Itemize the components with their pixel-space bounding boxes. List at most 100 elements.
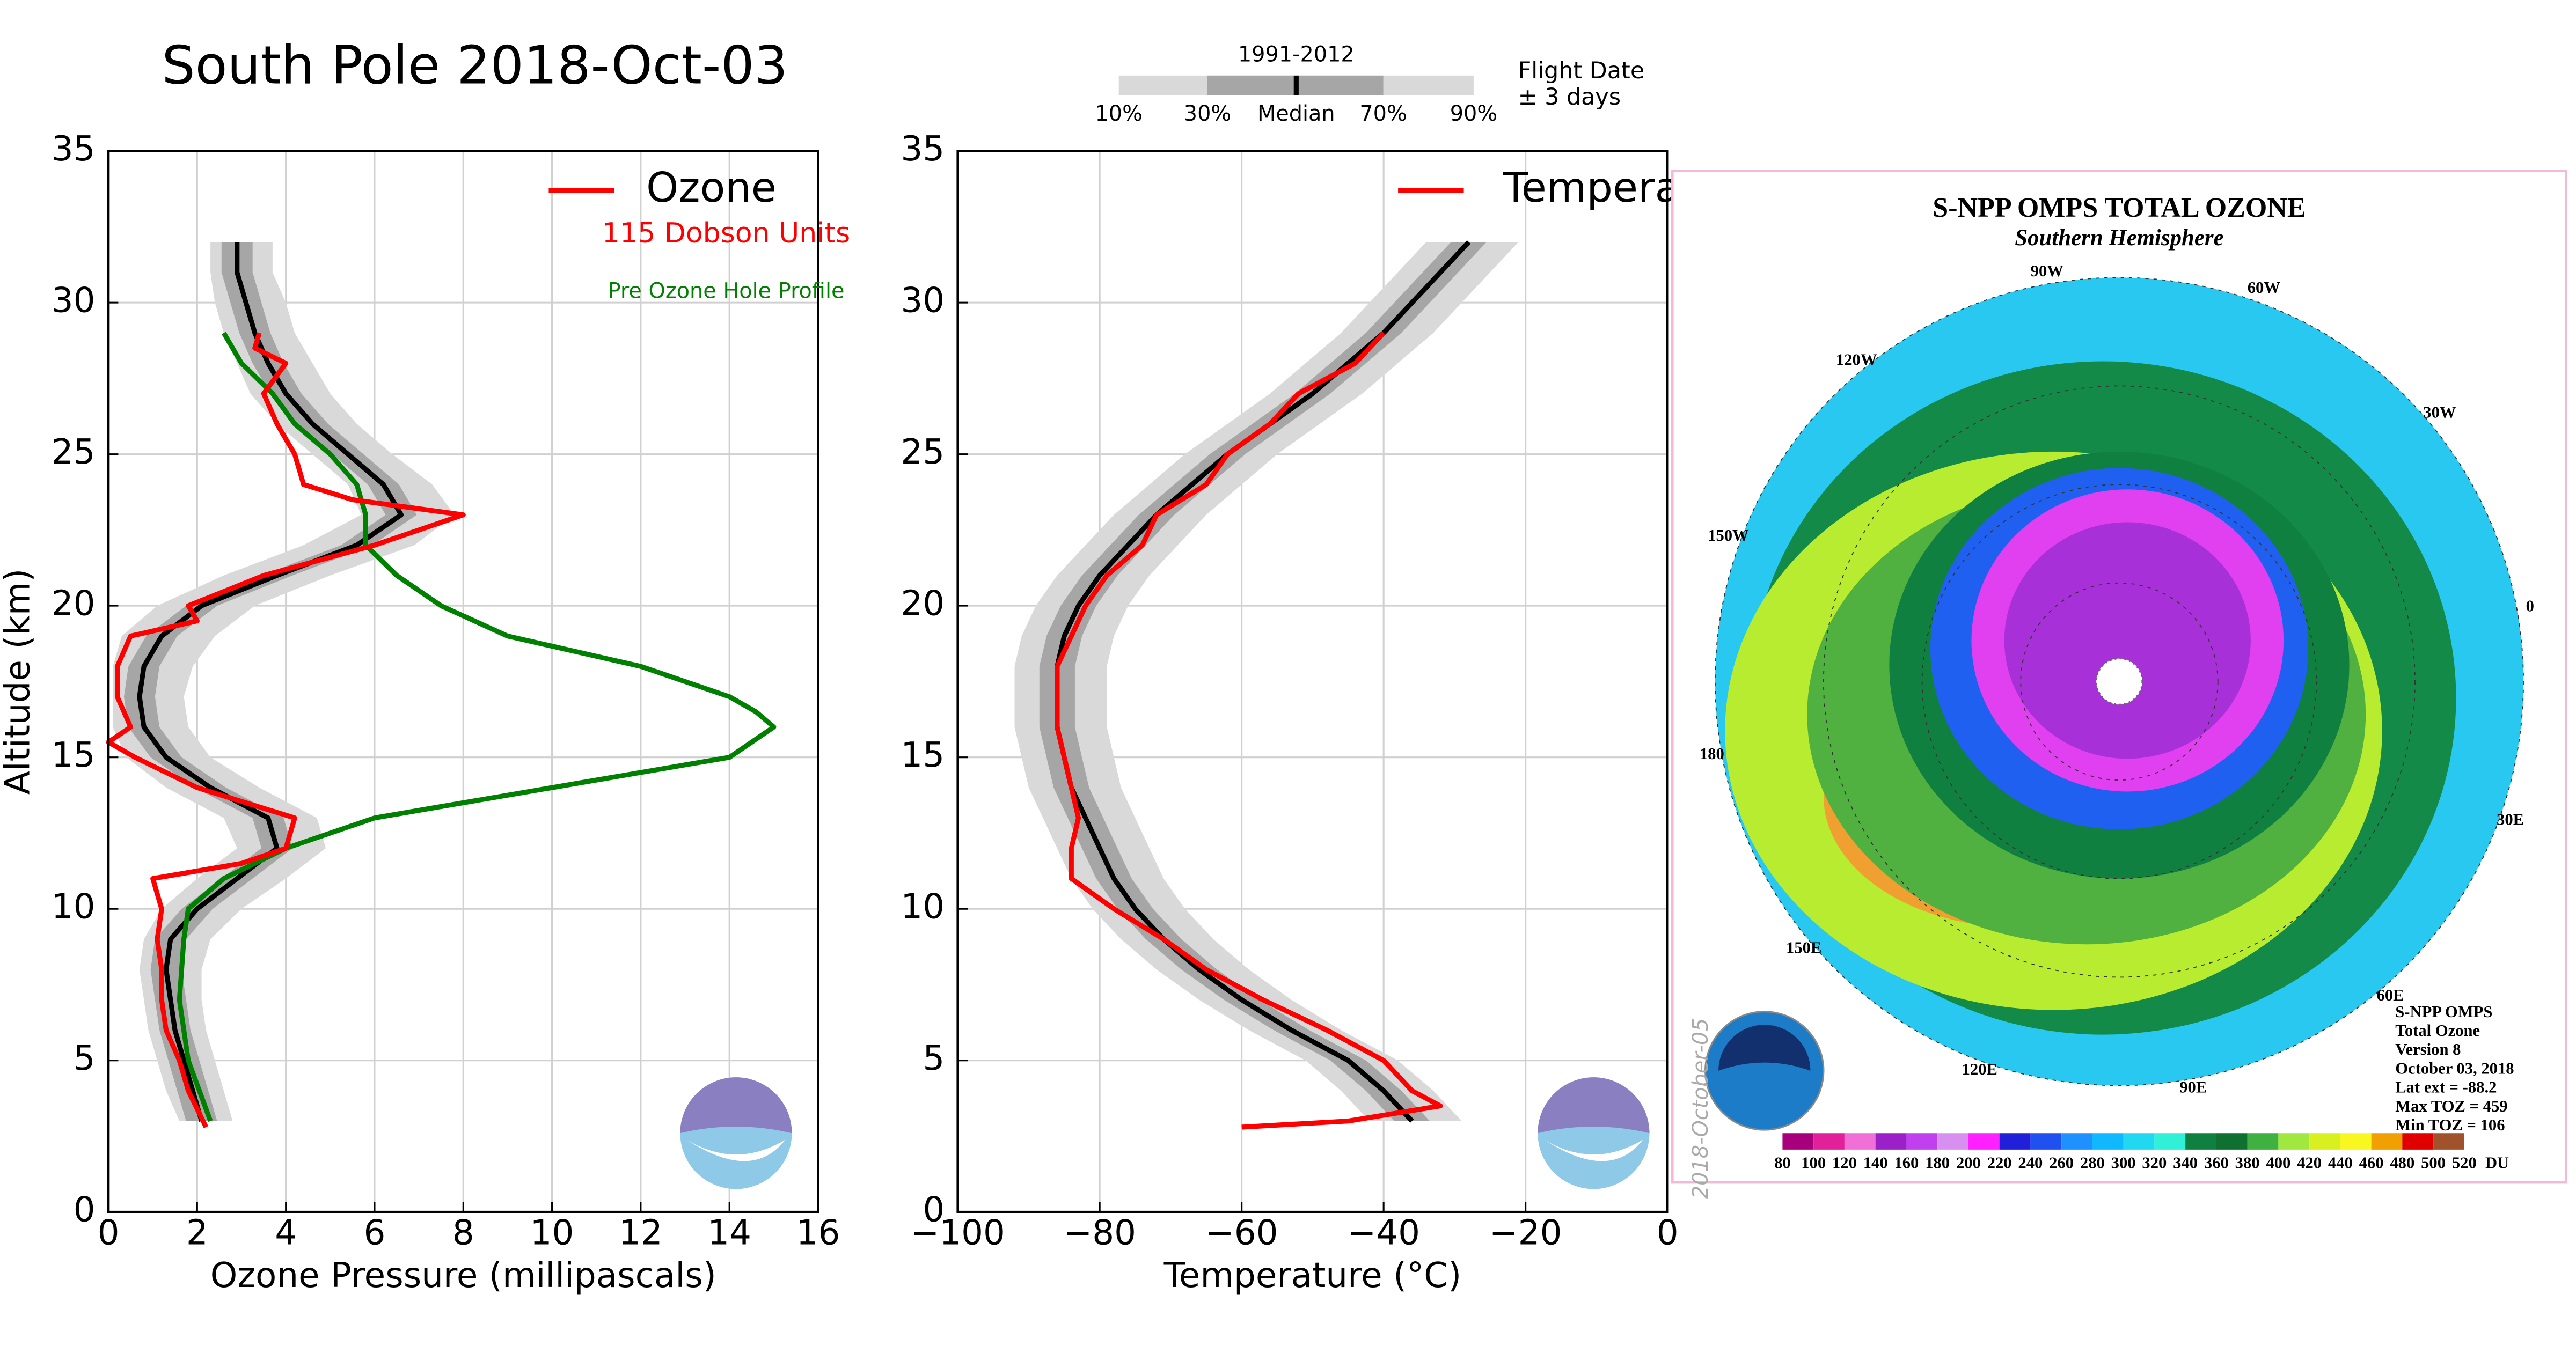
map-info: Max TOZ = 459 bbox=[2395, 1097, 2507, 1115]
colorbar-label: 400 bbox=[2266, 1153, 2290, 1172]
longitude-label: 60W bbox=[2248, 278, 2281, 297]
colorbar-label: 360 bbox=[2204, 1153, 2229, 1172]
colorbar-box bbox=[2185, 1133, 2216, 1150]
colorbar-box bbox=[2030, 1133, 2062, 1150]
latitude-circle bbox=[1921, 484, 2317, 879]
legend-percentile: 30% bbox=[1184, 101, 1231, 126]
y-tick-label: 5 bbox=[923, 1038, 945, 1078]
x-tick-label: −40 bbox=[1347, 1213, 1420, 1253]
noaa-seal-mark bbox=[1718, 1025, 1811, 1071]
longitude-label: 150W bbox=[1708, 526, 1749, 545]
band-10-90 bbox=[1014, 242, 1519, 1121]
y-tick-label: 0 bbox=[923, 1190, 945, 1230]
y-tick-label: 10 bbox=[901, 887, 945, 927]
y-tick-label: 30 bbox=[901, 281, 945, 321]
y-tick-label: 30 bbox=[52, 281, 96, 321]
x-tick-label: 16 bbox=[796, 1213, 840, 1253]
colorbar-box bbox=[1844, 1133, 1876, 1150]
map-info: Lat ext = -88.2 bbox=[2395, 1078, 2497, 1097]
longitude-label: 60E bbox=[2377, 986, 2404, 1004]
legend-label: Pre Ozone Hole Profile bbox=[608, 278, 845, 303]
x-tick-label: −100 bbox=[910, 1213, 1005, 1253]
colorbar-box bbox=[1813, 1133, 1845, 1150]
colorbar-box bbox=[1937, 1133, 1968, 1150]
longitude-label: 150E bbox=[1786, 938, 1821, 957]
series-line bbox=[177, 332, 777, 1122]
noaa-logo bbox=[680, 1077, 792, 1189]
colorbar-label: 520 bbox=[2452, 1153, 2477, 1172]
legend-percentile: 10% bbox=[1095, 101, 1142, 126]
colorbar-label: 80 bbox=[1774, 1153, 1791, 1172]
longitude-label: 30E bbox=[2497, 811, 2524, 829]
y-tick-label: 35 bbox=[52, 129, 96, 169]
map-info: S-NPP OMPS bbox=[2395, 1003, 2492, 1021]
x-axis-label: Ozone Pressure (millipascals) bbox=[210, 1255, 716, 1296]
x-tick-label: −60 bbox=[1205, 1213, 1278, 1253]
colorbar-box bbox=[2278, 1133, 2310, 1150]
x-tick-label: 14 bbox=[707, 1213, 751, 1253]
colorbar-box bbox=[1782, 1133, 1814, 1150]
colorbar-box bbox=[2340, 1133, 2372, 1150]
colorbar-box bbox=[1875, 1133, 1907, 1150]
colorbar-label: 340 bbox=[2173, 1153, 2198, 1172]
x-tick-label: −20 bbox=[1489, 1213, 1562, 1253]
x-tick-label: 6 bbox=[364, 1213, 386, 1253]
noaa-logo bbox=[1538, 1077, 1650, 1189]
colorbar-label: 260 bbox=[2049, 1153, 2074, 1172]
latitude-circle bbox=[2020, 582, 2219, 781]
longitude-label: 180 bbox=[1700, 745, 1724, 763]
plot-frame bbox=[107, 150, 819, 1213]
longitude-label: 120W bbox=[1836, 351, 1877, 369]
colorbar-box bbox=[1906, 1133, 1938, 1150]
x-tick-label: 12 bbox=[619, 1213, 663, 1253]
logos bbox=[680, 1077, 1650, 1189]
annotation: 115 Dobson Units bbox=[602, 217, 850, 249]
colorbar-label: 500 bbox=[2421, 1153, 2446, 1172]
series-line bbox=[1055, 331, 1443, 1130]
colorbar-box bbox=[2092, 1133, 2124, 1150]
colorbar-box bbox=[1999, 1133, 2031, 1150]
map-title: S-NPP OMPS TOTAL OZONE bbox=[1933, 193, 2306, 223]
colorbar-box bbox=[2309, 1133, 2340, 1150]
colorbar-unit: DU bbox=[2485, 1153, 2509, 1172]
map-info: Min TOZ = 106 bbox=[2395, 1116, 2505, 1134]
x-axis-label: Temperature (°C) bbox=[1163, 1255, 1462, 1296]
legend-percentile: Median bbox=[1257, 101, 1335, 126]
band-30-70 bbox=[1039, 242, 1487, 1121]
x-tick-label: −80 bbox=[1063, 1213, 1136, 1253]
colorbar-label: 380 bbox=[2235, 1153, 2260, 1172]
legend-percentile: 70% bbox=[1359, 101, 1407, 126]
colorbar-label: 140 bbox=[1863, 1153, 1888, 1172]
colorbar-box bbox=[2371, 1133, 2403, 1150]
colorbar-label: 240 bbox=[2018, 1153, 2043, 1172]
map-stamp: 2018-October-05 bbox=[1688, 1018, 1713, 1200]
colorbar-label: 200 bbox=[1956, 1153, 1981, 1172]
legend-note: Flight Date bbox=[1518, 57, 1645, 84]
colorbar-label: 460 bbox=[2359, 1153, 2384, 1172]
map-pole bbox=[2095, 658, 2143, 705]
y-tick-label: 35 bbox=[901, 129, 945, 169]
colorbar-label: 280 bbox=[2080, 1153, 2105, 1172]
legend-period: 1991-2012 bbox=[1238, 42, 1355, 67]
y-tick-label: 0 bbox=[74, 1190, 96, 1230]
series-line bbox=[106, 332, 466, 1128]
map-field bbox=[2004, 522, 2251, 759]
y-tick-label: 20 bbox=[52, 584, 96, 624]
colorbar-box bbox=[2216, 1133, 2248, 1150]
y-tick-label: 20 bbox=[901, 584, 945, 624]
longitude-label: 90E bbox=[2179, 1078, 2207, 1097]
y-tick-label: 15 bbox=[52, 735, 96, 775]
colorbar-label: 300 bbox=[2111, 1153, 2136, 1172]
y-tick-label: 10 bbox=[52, 887, 96, 927]
colorbar-box bbox=[2402, 1133, 2434, 1150]
colorbar-label: 480 bbox=[2390, 1153, 2414, 1172]
map-info: October 03, 2018 bbox=[2395, 1059, 2514, 1077]
y-tick-label: 25 bbox=[52, 432, 96, 472]
y-tick-label: 15 bbox=[901, 735, 945, 775]
colorbar-label: 160 bbox=[1894, 1153, 1919, 1172]
x-tick-label: 4 bbox=[275, 1213, 297, 1253]
colorbar-box bbox=[2061, 1133, 2092, 1150]
